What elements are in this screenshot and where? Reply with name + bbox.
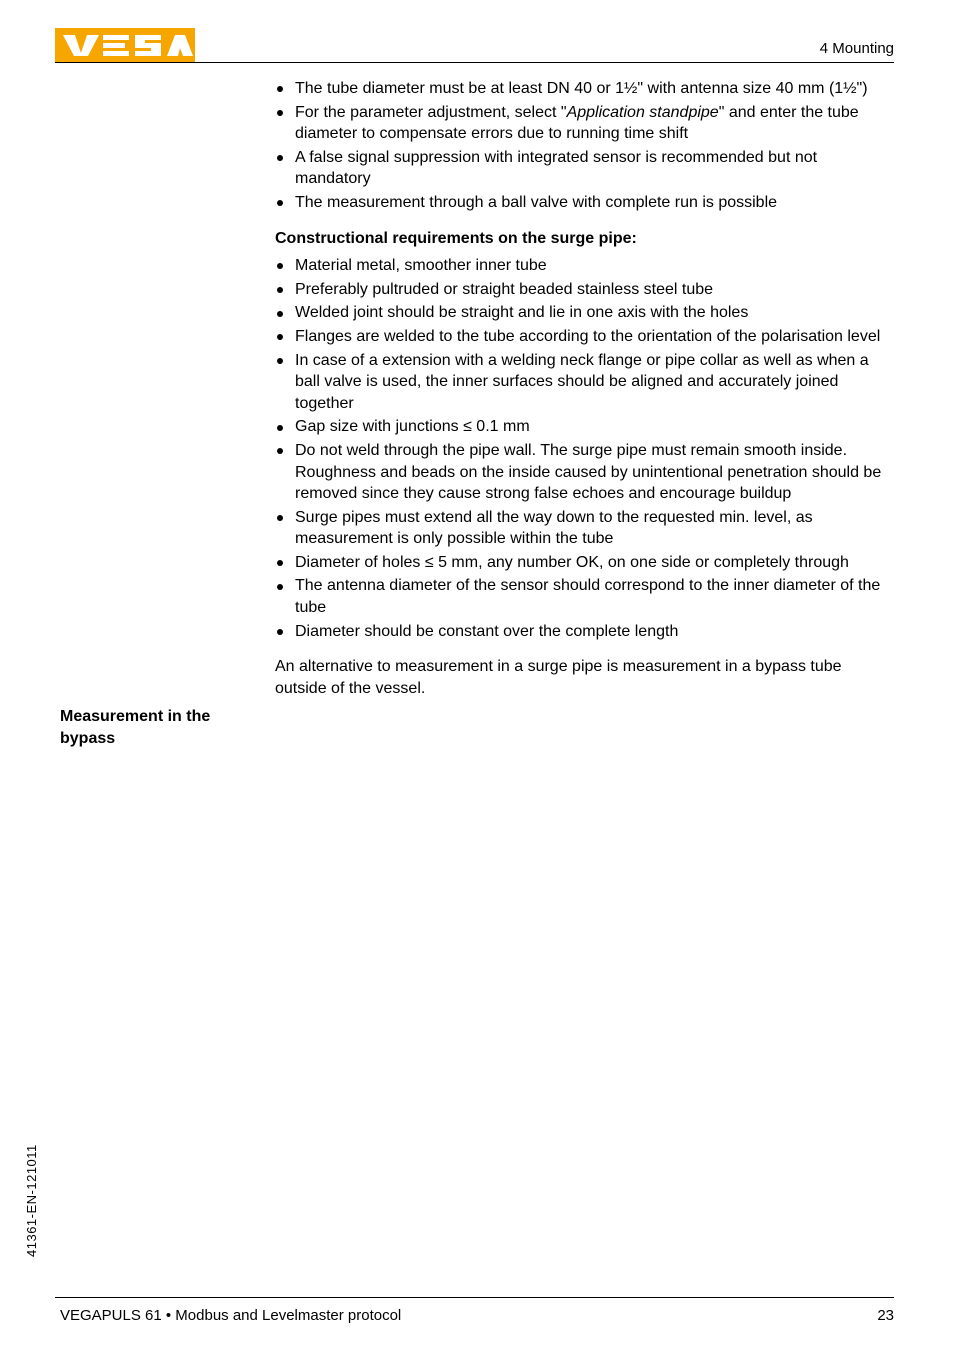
list-item: The antenna diameter of the sensor shoul…	[275, 575, 894, 618]
subheading-constructional: Constructional requirements on the surge…	[275, 228, 894, 250]
vega-logo	[55, 28, 195, 62]
list-item: Preferably pultruded or straight beaded …	[275, 279, 894, 301]
list-item: Material metal, smoother inner tube	[275, 255, 894, 277]
list-item: Diameter should be constant over the com…	[275, 621, 894, 643]
bullet-list-2: Material metal, smoother inner tubePrefe…	[275, 255, 894, 642]
footer-rule	[55, 1297, 894, 1298]
footer-page-number: 23	[877, 1307, 894, 1324]
sidebar-label-measurement: Measurement in the bypass	[60, 706, 260, 749]
list-item: The measurement through a ball valve wit…	[275, 192, 894, 214]
page: 4 Mounting The tube diameter must be at …	[0, 0, 954, 1354]
list-item: For the parameter adjustment, select "Ap…	[275, 102, 894, 145]
sidebar-label-line2: bypass	[60, 730, 115, 747]
paragraph-bypass: An alternative to measurement in a surge…	[275, 656, 894, 699]
header-rule	[55, 62, 894, 63]
doc-id-rotated: 41361-EN-121011	[24, 1144, 39, 1257]
list-item: The tube diameter must be at least DN 40…	[275, 78, 894, 100]
list-item: Do not weld through the pipe wall. The s…	[275, 440, 894, 505]
list-item: A false signal suppression with integrat…	[275, 147, 894, 190]
footer-left: VEGAPULS 61 • Modbus and Levelmaster pro…	[60, 1307, 401, 1324]
list-item: Diameter of holes ≤ 5 mm, any number OK,…	[275, 552, 894, 574]
header-section: 4 Mounting	[820, 40, 894, 57]
sidebar-label-line1: Measurement in the	[60, 708, 210, 725]
body-content: The tube diameter must be at least DN 40…	[275, 78, 894, 699]
list-item: Welded joint should be straight and lie …	[275, 302, 894, 324]
list-item: Gap size with junctions ≤ 0.1 mm	[275, 416, 894, 438]
list-item: Surge pipes must extend all the way down…	[275, 507, 894, 550]
list-item: Flanges are welded to the tube according…	[275, 326, 894, 348]
bullet-list-1: The tube diameter must be at least DN 40…	[275, 78, 894, 214]
list-item: In case of a extension with a welding ne…	[275, 350, 894, 415]
